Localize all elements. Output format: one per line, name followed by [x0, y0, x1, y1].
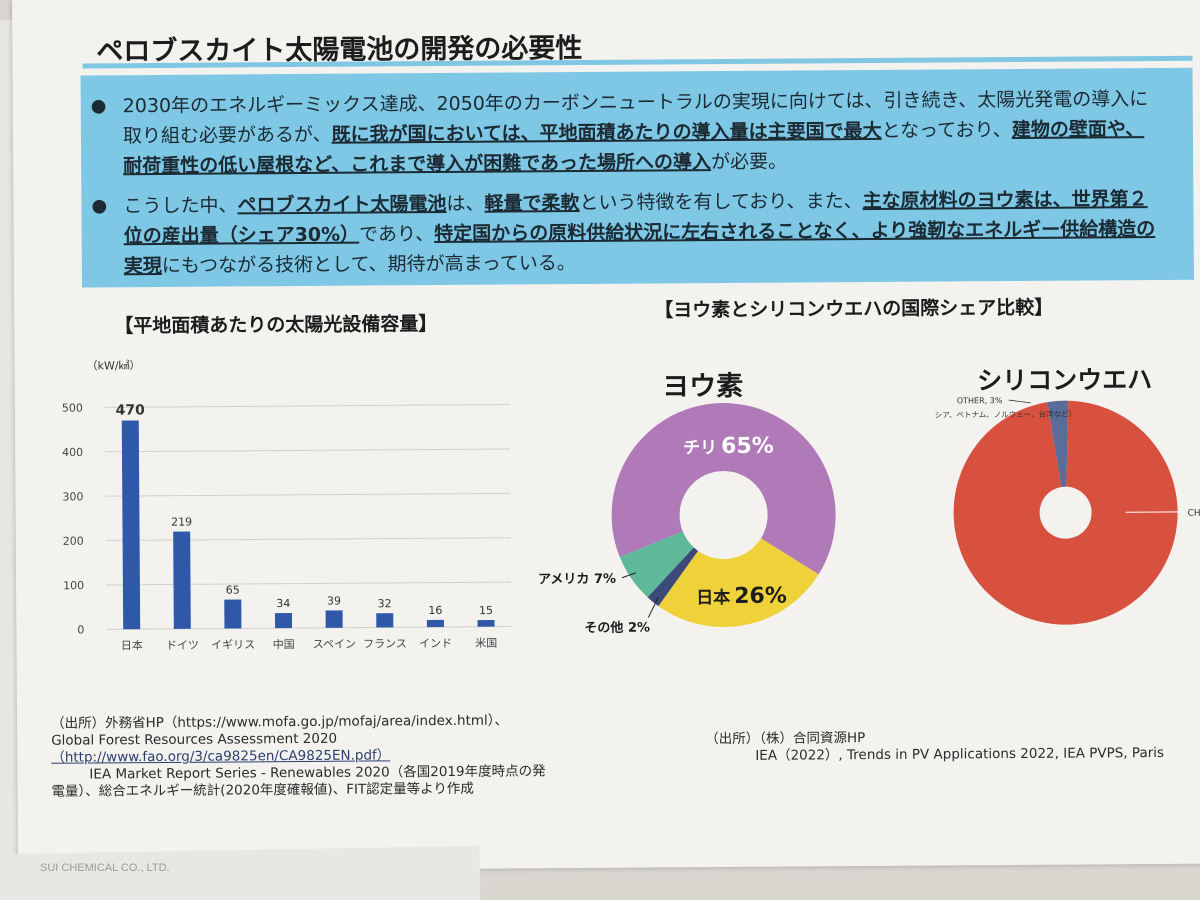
bar — [121, 420, 141, 630]
x-tick-label: 米国 — [475, 637, 497, 650]
callout-note: （マレーシア、ベトナム、ノルウェー、台湾など） — [935, 409, 1077, 420]
source-left: （出所）外務省HP（https://www.mofa.go.jp/mofaj/a… — [51, 712, 546, 800]
bar — [376, 613, 394, 628]
bullet-icon: ● — [90, 95, 107, 117]
y-tick-label: 0 — [77, 624, 84, 637]
data-label: 470 — [116, 402, 146, 418]
body-text: こうした中、 — [123, 194, 238, 218]
document-page: ペロブスカイト太陽電池の開発の必要性 ● 2030年のエネルギーミックス達成、2… — [12, 0, 1200, 872]
x-tick-label: 日本 — [121, 638, 143, 652]
source-left-line: （出所）外務省HP（https://www.mofa.go.jp/mofaj/a… — [50, 712, 509, 732]
data-label: 65 — [226, 584, 240, 597]
emphasis-text: 軽量で柔軟 — [484, 192, 580, 215]
callout-other-wafer: OTHER, 3% — [957, 396, 1003, 405]
emphasis-text: ペロブスカイト太陽電池 — [237, 192, 447, 217]
y-tick-label: 100 — [63, 579, 84, 592]
slice-label-chile: チリ 65% — [683, 434, 774, 460]
y-unit-label: （kW/㎢） — [87, 359, 141, 372]
slice-name: 日本 — [696, 587, 730, 608]
gridline — [106, 581, 512, 586]
slice-label-japan: 日本 26% — [696, 584, 787, 610]
donut-slice — [611, 403, 836, 575]
data-label: 16 — [428, 604, 442, 617]
data-label: 39 — [327, 594, 341, 607]
y-tick-label: 300 — [62, 490, 83, 503]
body-text: は、 — [446, 192, 485, 215]
x-tick-label: スペイン — [313, 638, 356, 651]
x-tick-label: 中国 — [273, 638, 295, 651]
x-tick-label: イギリス — [211, 638, 255, 651]
pie-slice — [1047, 400, 1069, 488]
bar — [224, 599, 242, 629]
x-tick-label: フランス — [363, 637, 407, 650]
bar — [477, 619, 495, 627]
callout-usa: アメリカ 7% — [538, 572, 616, 588]
callout-line — [1008, 399, 1031, 404]
donut-slice — [658, 538, 819, 628]
summary-text-1: 2030年のエネルギーミックス達成、2050年のカーボンニュートラルの実現に向け… — [123, 88, 1149, 177]
source-right: （出所）（株）合同資源HP IEA（2022）, Trends in PV Ap… — [705, 728, 1164, 765]
pie-slice — [953, 400, 1178, 625]
summary-paragraph-2: ● こうした中、ペロブスカイト太陽電池は、軽量で柔軟という特徴を有しており、また… — [91, 184, 1164, 281]
summary-banner: ● 2030年のエネルギーミックス達成、2050年のカーボンニュートラルの実現に… — [80, 67, 1194, 288]
source-left-line: 電量）、総合エネルギー統計(2020年度確報値)、FIT認定量等より作成 — [51, 780, 474, 800]
body-text: であり、 — [359, 223, 435, 246]
callout-other: その他 2% — [584, 620, 650, 636]
body-text: が必要。 — [710, 150, 788, 174]
slice-pct: 65% — [721, 434, 774, 459]
donut-title: ヨウ素 — [662, 371, 743, 403]
body-text: となっており、 — [881, 119, 1012, 142]
y-tick-label: 200 — [63, 535, 84, 548]
data-label: 34 — [276, 597, 290, 610]
donut-slice — [647, 547, 698, 607]
slice-name: チリ — [683, 438, 717, 458]
gridline — [105, 448, 511, 453]
y-tick-label: 400 — [62, 446, 83, 459]
donut-slice — [619, 531, 694, 598]
gridline — [104, 404, 510, 408]
x-tick-label: ドイツ — [166, 639, 199, 652]
bar — [325, 610, 343, 628]
data-label: 15 — [479, 604, 493, 617]
gridline — [106, 626, 512, 630]
summary-paragraph-1: ● 2030年のエネルギーミックス達成、2050年のカーボンニュートラルの実現に… — [91, 84, 1164, 181]
callout-line — [647, 597, 659, 618]
bar — [426, 619, 444, 628]
slice-pct: 26% — [734, 584, 787, 609]
body-text: という特徴を有しており、また、 — [579, 190, 863, 215]
body-text: にもつながる技術として、期待が高まっている。 — [161, 252, 576, 277]
data-label: 219 — [171, 516, 192, 529]
callout-china: CHIN — [1188, 509, 1200, 519]
bar — [274, 612, 293, 629]
gridline — [105, 492, 511, 497]
data-label: 32 — [378, 597, 392, 610]
x-tick-label: インド — [419, 637, 452, 650]
emphasis-text: 既に我が国においては、平地面積あたりの導入量は主要国で最大 — [331, 119, 882, 146]
gridline — [105, 537, 511, 542]
bar-chart-title: 【平地面積あたりの太陽光設備容量】 — [114, 313, 438, 338]
bar-chart: （kW/㎢） 0 100 200 300 400 500 470 日本 219 ドイツ 65 イギリス 3… — [62, 359, 512, 652]
bar — [173, 531, 191, 629]
pie-chart-section-title: 【ヨウ素とシリコンウエハの国際シェア比較】 — [654, 296, 1054, 322]
footer-company: SUI CHEMICAL CO., LTD. — [40, 862, 170, 874]
summary-text-2: こうした中、ペロブスカイト太陽電池は、軽量で柔軟という特徴を有しており、また、主… — [123, 188, 1155, 277]
y-tick-label: 500 — [62, 402, 83, 415]
callout-line — [621, 572, 637, 579]
source-right-line: IEA（2022）, Trends in PV Applications 202… — [755, 744, 1165, 764]
pie-title: シリコンウエハ — [977, 365, 1152, 395]
bullet-icon: ● — [91, 195, 108, 217]
